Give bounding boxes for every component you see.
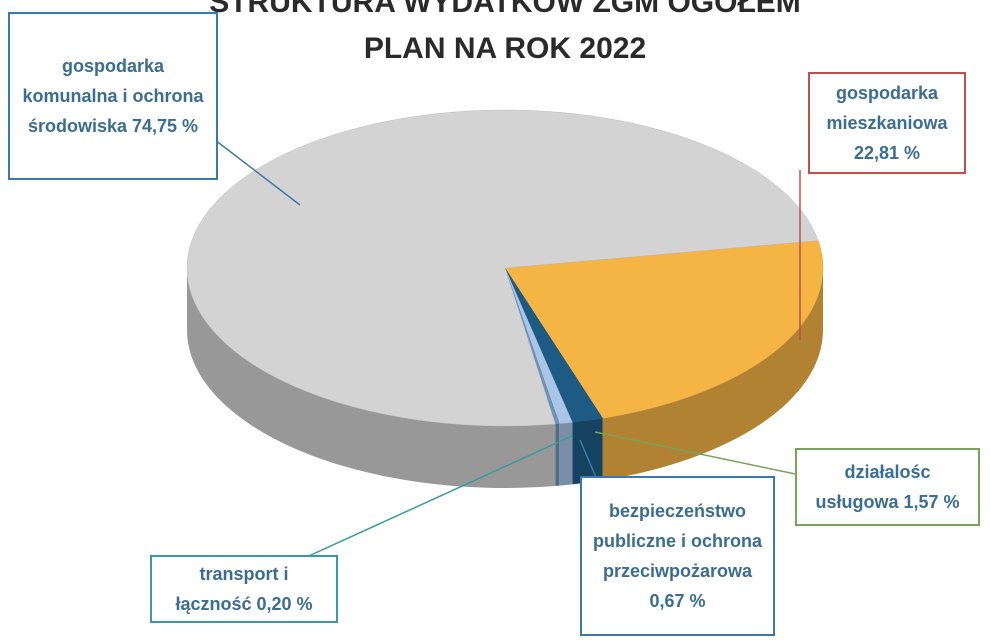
leader-line	[594, 431, 801, 476]
leaders	[214, 139, 801, 561]
leader-line	[579, 439, 599, 483]
pie	[186, 109, 824, 488]
leader-line	[214, 139, 301, 206]
chart-subtitle: PLAN NA ROK 2022	[364, 32, 646, 65]
slice-side	[555, 423, 560, 487]
value-label: 1,57 %	[903, 492, 960, 512]
category-label: działalośc usługowa	[815, 462, 931, 512]
callout: gospodarka mieszkaniowa 22,81 %	[808, 72, 966, 174]
leader-line	[299, 435, 573, 561]
value-label: 22,81 %	[853, 143, 921, 163]
slice	[504, 240, 824, 419]
value-label: 0,20 %	[256, 594, 313, 614]
slice-side	[572, 418, 603, 485]
category-label: transport i łączność	[175, 564, 289, 614]
callout: gospodarka komunalna i ochrona środowisk…	[8, 12, 218, 180]
slice	[186, 109, 819, 427]
chart-title: STRUKTURA WYDATKÓW ZGM OGÓŁEM	[209, 0, 801, 19]
category-label: gospodarka komunalna i ochrona środowisk…	[22, 56, 204, 136]
callout: działalośc usługowa 1,57 %	[795, 448, 980, 526]
category-label: gospodarka mieszkaniowa	[826, 83, 948, 133]
slice-side	[602, 268, 823, 481]
slice-side	[559, 422, 573, 486]
callout: transport i łączność 0,20 %	[150, 555, 338, 623]
value-label: 74,75 %	[132, 116, 199, 136]
callout: bezpieczeństwo publiczne i ochrona przec…	[580, 476, 775, 636]
category-label: bezpieczeństwo publiczne i ochrona przec…	[592, 501, 762, 581]
value-label: 0,67 %	[649, 591, 706, 611]
slice-side	[187, 268, 556, 488]
